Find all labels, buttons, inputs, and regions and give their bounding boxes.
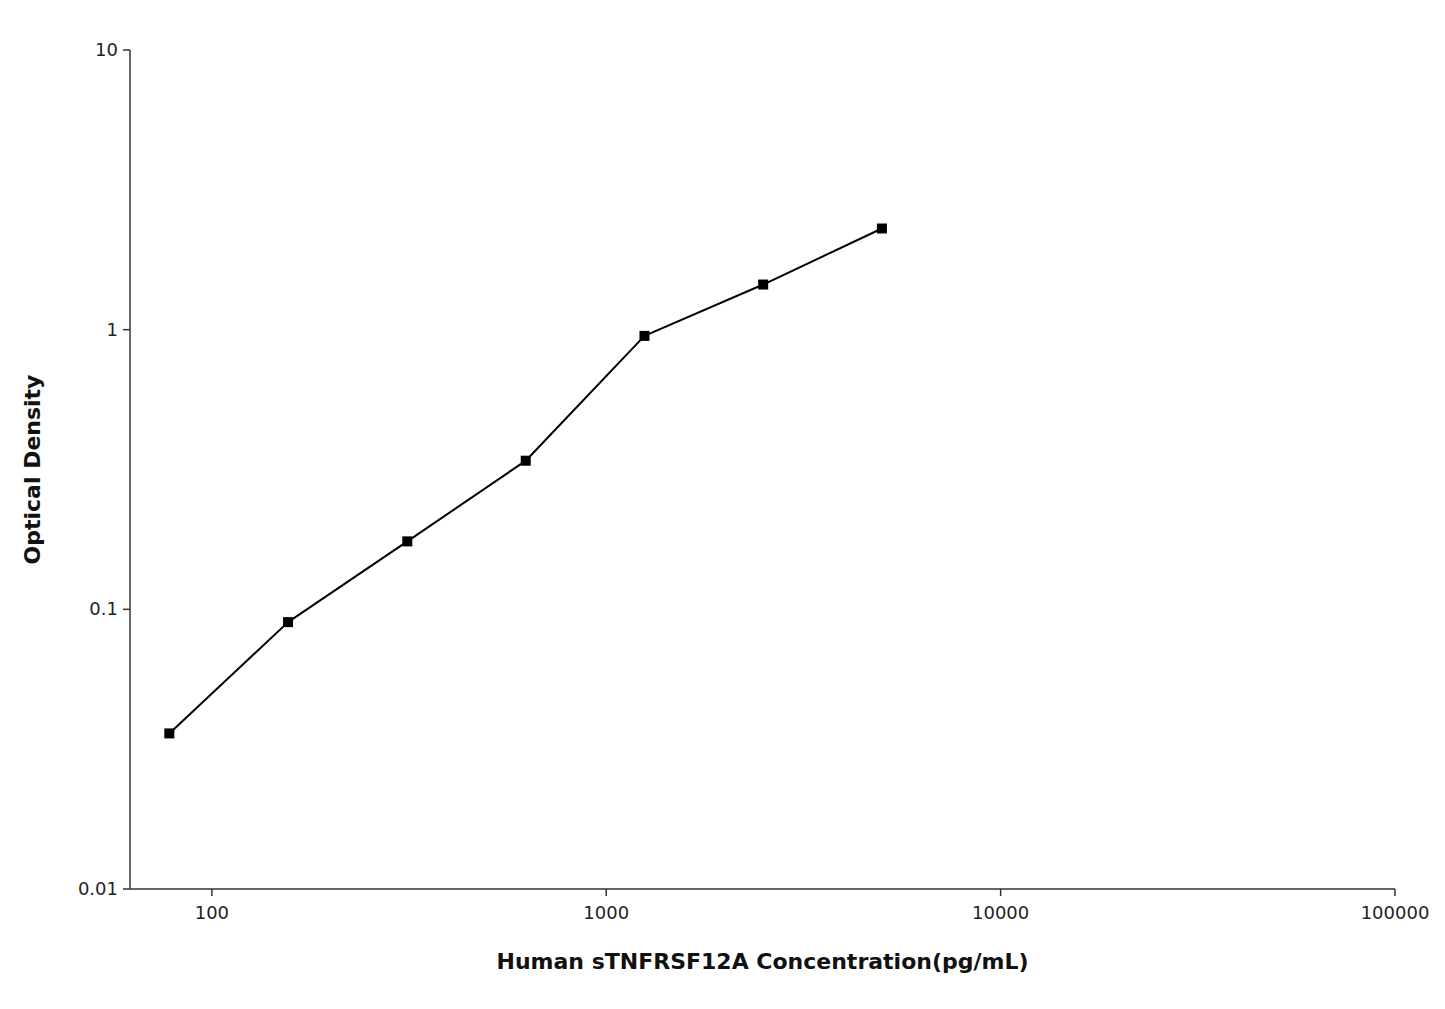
data-point: [877, 224, 887, 234]
y-tick: [123, 329, 130, 331]
data-point: [402, 536, 412, 546]
y-tick: [123, 609, 130, 611]
y-tick: [123, 888, 130, 890]
data-point: [521, 456, 531, 466]
y-tick-label: 0.01: [78, 878, 118, 899]
x-tick-label: 100: [195, 902, 229, 923]
chart-container: 100 1000 10000 100000 0.01 0.1 1 10 Human sTNFRS…: [0, 0, 1445, 1009]
y-tick-label: 1: [107, 319, 118, 340]
x-axis-line: [130, 888, 1395, 890]
x-tick-label: 1000: [583, 902, 629, 923]
y-tick-label: 0.1: [89, 598, 118, 619]
x-tick: [606, 889, 608, 896]
data-point: [164, 728, 174, 738]
axes: 100 1000 10000 100000 0.01 0.1 1 10: [78, 39, 1429, 923]
x-axis-label: Human sTNFRSF12A Concentration(pg/mL): [497, 949, 1029, 974]
x-tick: [211, 889, 213, 896]
y-tick: [123, 49, 130, 51]
data-group: [164, 224, 887, 739]
chart-svg: 100 1000 10000 100000 0.01 0.1 1 10 Human sTNFRS…: [0, 0, 1445, 1009]
y-axis-line: [129, 50, 131, 889]
y-tick-label: 10: [95, 39, 118, 60]
x-tick: [1394, 889, 1396, 896]
data-point: [283, 617, 293, 627]
x-tick: [1000, 889, 1002, 896]
data-point: [639, 331, 649, 341]
data-point: [758, 280, 768, 290]
x-tick-label: 100000: [1361, 902, 1430, 923]
x-tick-label: 10000: [972, 902, 1029, 923]
data-line: [169, 229, 882, 734]
y-axis-label: Optical Density: [20, 375, 45, 565]
